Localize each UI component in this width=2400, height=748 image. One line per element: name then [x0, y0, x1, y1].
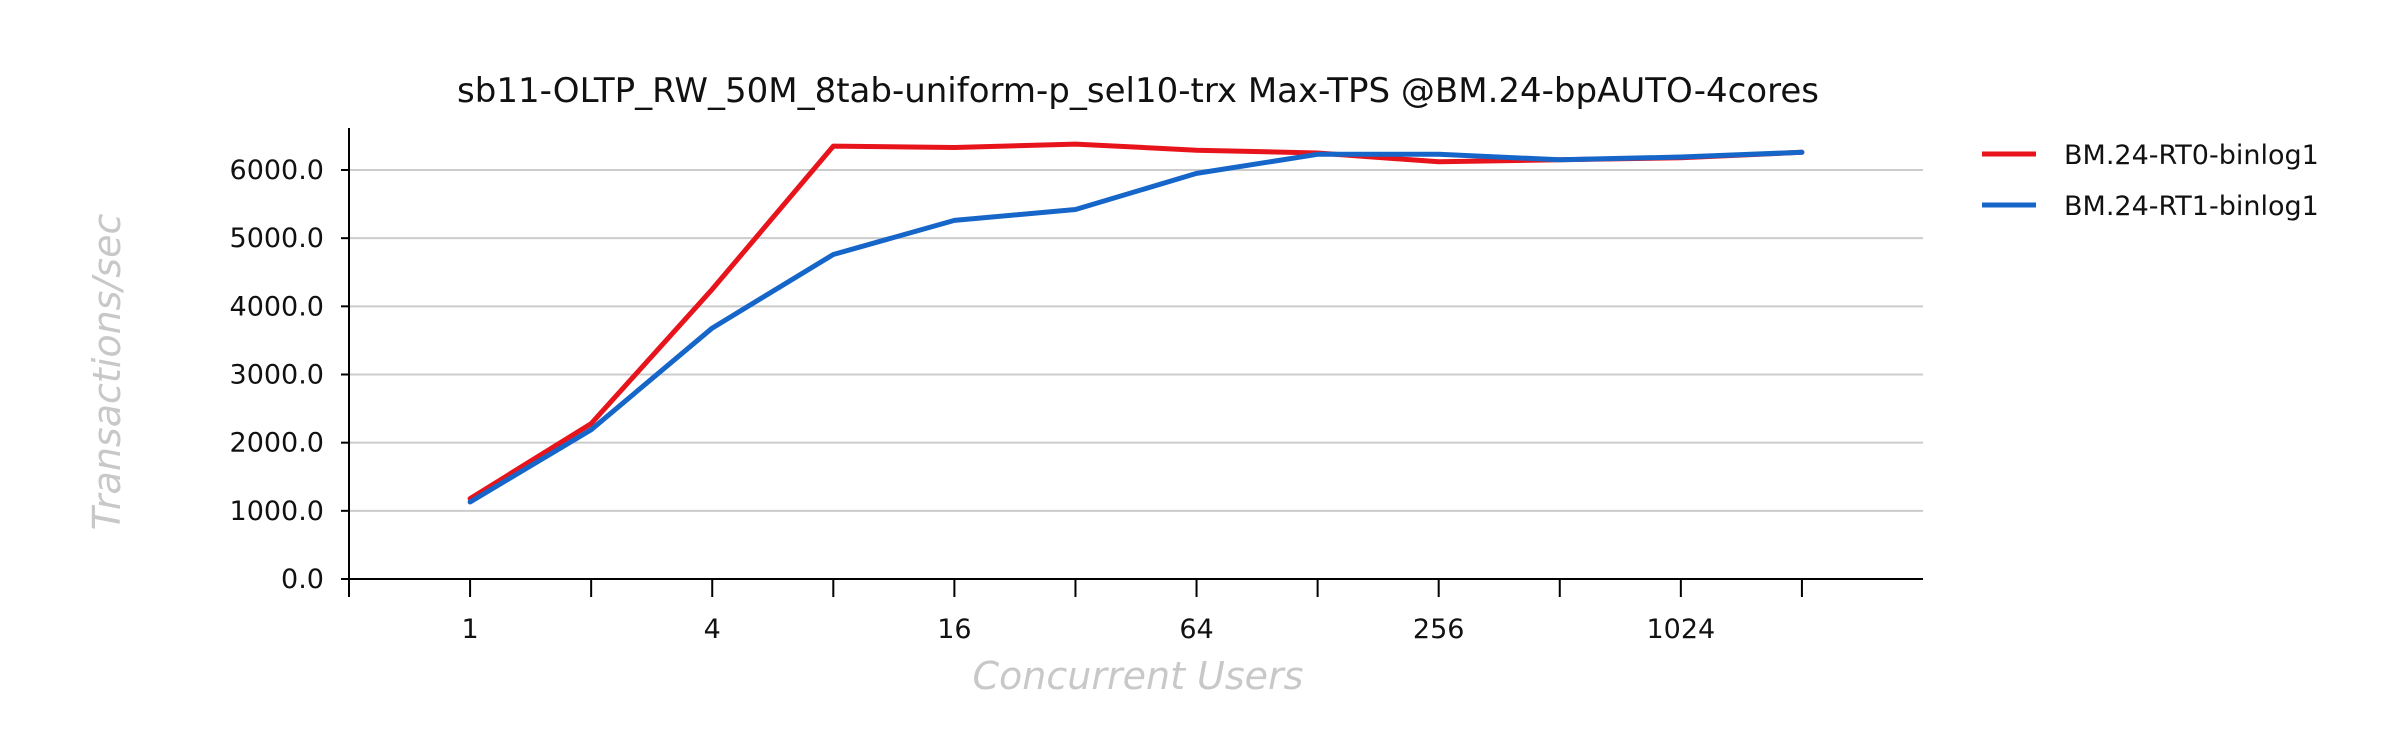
x-tick-label: 16	[937, 614, 971, 645]
series-line-1	[467, 141, 1805, 502]
gridlines	[349, 169, 1923, 512]
y-axis-title: Transactions/sec	[85, 214, 129, 531]
y-tick-label: 4000.0	[230, 291, 324, 322]
series-line-2	[467, 149, 1805, 505]
y-tick-label: 5000.0	[230, 223, 324, 254]
series-lines	[467, 141, 1805, 505]
x-tick-label: 256	[1413, 614, 1465, 645]
y-axis-tick-labels: 0.0 1000.0 2000.0 3000.0 4000.0 5000.0 6000.0	[230, 155, 324, 595]
x-axis-title: Concurrent Users	[973, 654, 1304, 698]
chart-title: sb11-OLTP_RW_50M_8tab-uniform-p_sel10-tr…	[457, 71, 1819, 111]
x-tick-label: 1	[461, 614, 478, 645]
y-tick-label: 3000.0	[230, 360, 324, 391]
axes	[341, 128, 1923, 597]
legend: BM.24-RT0-binlog1 BM.24-RT1-binlog1	[1982, 140, 2319, 222]
y-tick-label: 0.0	[281, 564, 324, 595]
legend-label: BM.24-RT1-binlog1	[2064, 191, 2319, 222]
legend-label: BM.24-RT0-binlog1	[2064, 140, 2319, 171]
x-axis-tick-labels: 1 4 16 64 256 1024	[461, 614, 1715, 645]
x-tick-label: 4	[704, 614, 721, 645]
x-tick-label: 1024	[1646, 614, 1715, 645]
y-tick-label: 6000.0	[230, 155, 324, 186]
x-tick-label: 64	[1179, 614, 1213, 645]
y-tick-label: 1000.0	[230, 496, 324, 527]
y-tick-label: 2000.0	[230, 428, 324, 459]
